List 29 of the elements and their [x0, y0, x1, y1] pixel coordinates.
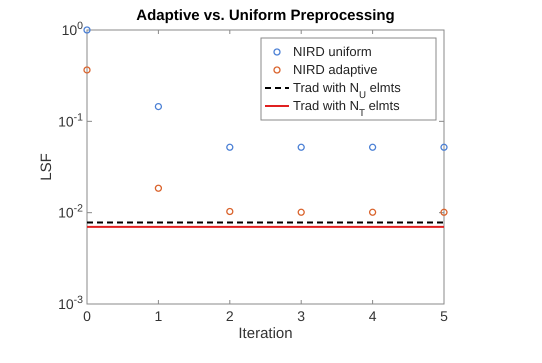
- x-tick-label: 3: [297, 308, 306, 324]
- x-tick-label: 4: [368, 308, 377, 324]
- point: [368, 208, 376, 216]
- y-axis-title: LSF: [38, 153, 55, 181]
- legend-label: Trad with N$_{T}$ elmts: [293, 98, 400, 118]
- point: [154, 184, 162, 192]
- legend-label: NIRD uniform: [293, 44, 372, 59]
- point: [83, 66, 91, 74]
- y-tick-label: 10$^{-2}$: [58, 202, 84, 221]
- x-axis-title: Iteration: [238, 325, 293, 342]
- point: [298, 208, 305, 216]
- y-tick-label: 10$^{0}$: [62, 20, 84, 38]
- legend-label: Trad with N$_{U}$ elmts: [293, 80, 402, 100]
- point: [368, 144, 376, 151]
- point: [154, 102, 162, 110]
- y-tick-label: 10$^{-3}$: [58, 294, 84, 312]
- point: [440, 208, 448, 216]
- x-tick-label: 2: [226, 308, 234, 324]
- y-tick-label: 10$^{-1}$: [58, 111, 84, 130]
- point: [226, 208, 234, 216]
- legend-label: NIRD adaptive: [293, 62, 378, 77]
- x-tick-label: 1: [154, 308, 162, 324]
- point: [83, 26, 91, 34]
- point: [440, 144, 448, 151]
- point: [226, 144, 234, 151]
- point: [298, 144, 305, 151]
- x-tick-label: 0: [83, 308, 92, 324]
- x-tick-label: 5: [440, 308, 448, 324]
- chart-title: Adaptive vs. Uniform Preprocessing: [136, 7, 395, 24]
